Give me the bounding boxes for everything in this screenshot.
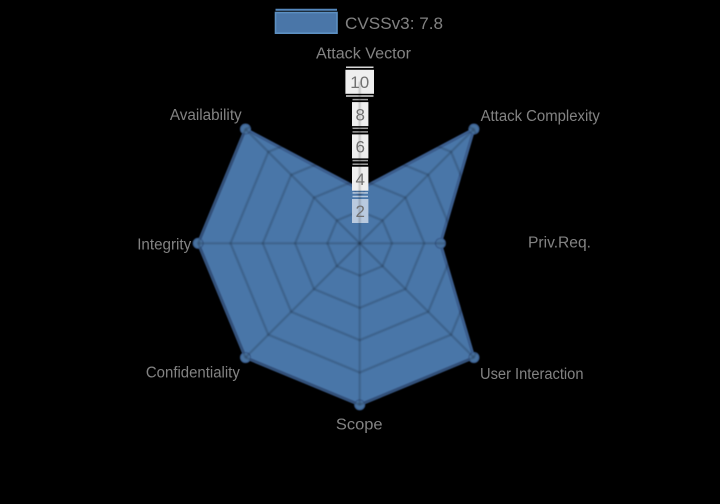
svg-text:Attack Complexity: Attack Complexity <box>481 108 601 125</box>
svg-text:6: 6 <box>355 138 364 157</box>
svg-text:2: 2 <box>355 202 364 221</box>
svg-text:Attack Vector: Attack Vector <box>316 46 411 63</box>
svg-text:4: 4 <box>355 170 364 189</box>
svg-text:Scope: Scope <box>336 417 383 434</box>
svg-text:Availability: Availability <box>170 107 242 124</box>
svg-text:Priv.Req.: Priv.Req. <box>528 235 591 252</box>
svg-text:8: 8 <box>355 105 364 124</box>
svg-text:User Interaction: User Interaction <box>480 366 584 383</box>
svg-text:Integrity: Integrity <box>137 237 191 254</box>
svg-text:10: 10 <box>350 73 369 92</box>
svg-text:CVSSv3: 7.8: CVSSv3: 7.8 <box>345 14 443 33</box>
svg-text:Confidentiality: Confidentiality <box>146 365 240 382</box>
